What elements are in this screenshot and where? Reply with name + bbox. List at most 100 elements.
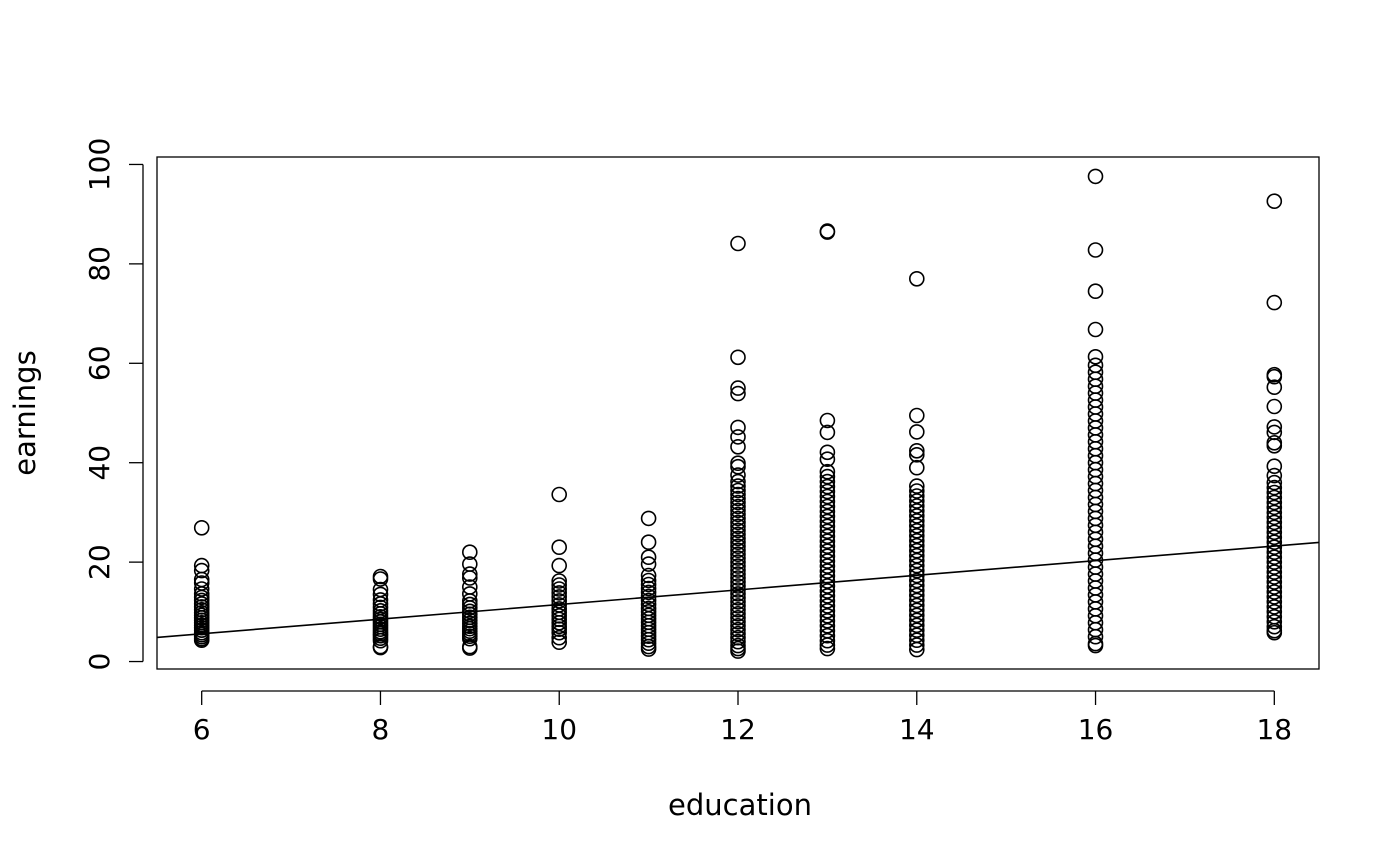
- data-point: [1087, 283, 1104, 300]
- data-point: [730, 609, 746, 626]
- data-point: [819, 518, 836, 535]
- data-point: [730, 621, 746, 638]
- data-point: [730, 625, 746, 642]
- data-point: [551, 634, 568, 651]
- data-point: [819, 632, 836, 649]
- data-point: [640, 592, 657, 609]
- data-point: [908, 478, 925, 494]
- data-point: [730, 486, 746, 503]
- data-point: [730, 385, 746, 402]
- data-point: [730, 506, 746, 523]
- data-point: [1266, 594, 1283, 610]
- data-point: [908, 459, 925, 476]
- data-point: [461, 640, 478, 656]
- data-point: [730, 526, 746, 543]
- data-point: [819, 528, 836, 545]
- data-point: [730, 574, 746, 590]
- data-point: [730, 490, 746, 507]
- data-point: [819, 473, 836, 490]
- data-point: [908, 513, 925, 529]
- data-point: [819, 493, 836, 510]
- data-point: [1266, 569, 1283, 585]
- data-point: [819, 583, 836, 599]
- data-point: [819, 468, 836, 485]
- data-point: [908, 542, 925, 559]
- data-point: [730, 429, 746, 445]
- data-point: [908, 270, 925, 287]
- data-point: [461, 566, 478, 582]
- data-point: [908, 537, 925, 554]
- data-point: [551, 614, 568, 631]
- data-point: [819, 451, 836, 468]
- data-point: [730, 478, 746, 494]
- data-point: [551, 621, 568, 638]
- data-point: [1266, 519, 1283, 536]
- data-point: [461, 544, 478, 561]
- points-layer: [193, 168, 1283, 659]
- data-point: [1266, 574, 1283, 590]
- data-point: [908, 641, 925, 658]
- data-point: [551, 577, 568, 593]
- data-point: [372, 639, 389, 656]
- data-point: [1087, 242, 1104, 258]
- data-point: [908, 498, 925, 514]
- data-point: [730, 542, 746, 559]
- data-point: [640, 572, 657, 589]
- y-tick-label: 100: [83, 138, 116, 191]
- data-point: [730, 586, 746, 602]
- y-tick-label: 20: [83, 544, 116, 580]
- data-point: [1266, 437, 1283, 454]
- data-point: [819, 463, 836, 480]
- data-point: [819, 543, 836, 560]
- data-point: [819, 488, 836, 505]
- data-point: [730, 617, 746, 634]
- data-point: [730, 534, 746, 551]
- data-point: [730, 380, 746, 396]
- data-point: [1266, 499, 1283, 516]
- data-point: [819, 444, 836, 461]
- data-point: [819, 593, 836, 609]
- data-point: [1266, 584, 1283, 600]
- data-point: [193, 562, 210, 579]
- data-point: [819, 508, 836, 525]
- data-point: [1266, 579, 1283, 595]
- data-point: [461, 630, 478, 647]
- data-point: [730, 467, 746, 483]
- data-point: [1266, 549, 1283, 566]
- data-point: [819, 563, 836, 579]
- data-point: [1266, 559, 1283, 575]
- data-point: [908, 597, 925, 614]
- data-point: [730, 510, 746, 527]
- y-tick-label: 40: [83, 445, 116, 481]
- x-tick-label: 14: [899, 713, 935, 746]
- data-point: [819, 578, 836, 594]
- y-axis-title: earnings: [8, 350, 42, 475]
- data-point: [730, 502, 746, 519]
- data-point: [1266, 599, 1283, 615]
- data-point: [1266, 484, 1283, 501]
- data-point: [730, 598, 746, 614]
- data-point: [1266, 534, 1283, 551]
- data-point: [730, 570, 746, 586]
- x-tick-label: 18: [1256, 713, 1292, 746]
- data-point: [908, 607, 925, 624]
- data-point: [908, 446, 925, 463]
- data-point: [908, 508, 925, 524]
- data-point: [1087, 348, 1104, 365]
- data-point: [730, 633, 746, 650]
- data-point: [730, 530, 746, 547]
- x-tick-label: 6: [193, 713, 211, 746]
- data-point: [730, 562, 746, 578]
- data-point: [1266, 434, 1283, 451]
- x-axis-title: education: [668, 788, 812, 822]
- data-point: [730, 438, 746, 455]
- data-point: [819, 498, 836, 515]
- data-point: [819, 640, 836, 657]
- data-point: [1266, 613, 1283, 630]
- data-point: [730, 458, 746, 475]
- data-point: [640, 584, 657, 601]
- data-point: [372, 596, 389, 612]
- data-point: [908, 582, 925, 599]
- data-point: [730, 473, 746, 490]
- data-point: [1266, 193, 1283, 209]
